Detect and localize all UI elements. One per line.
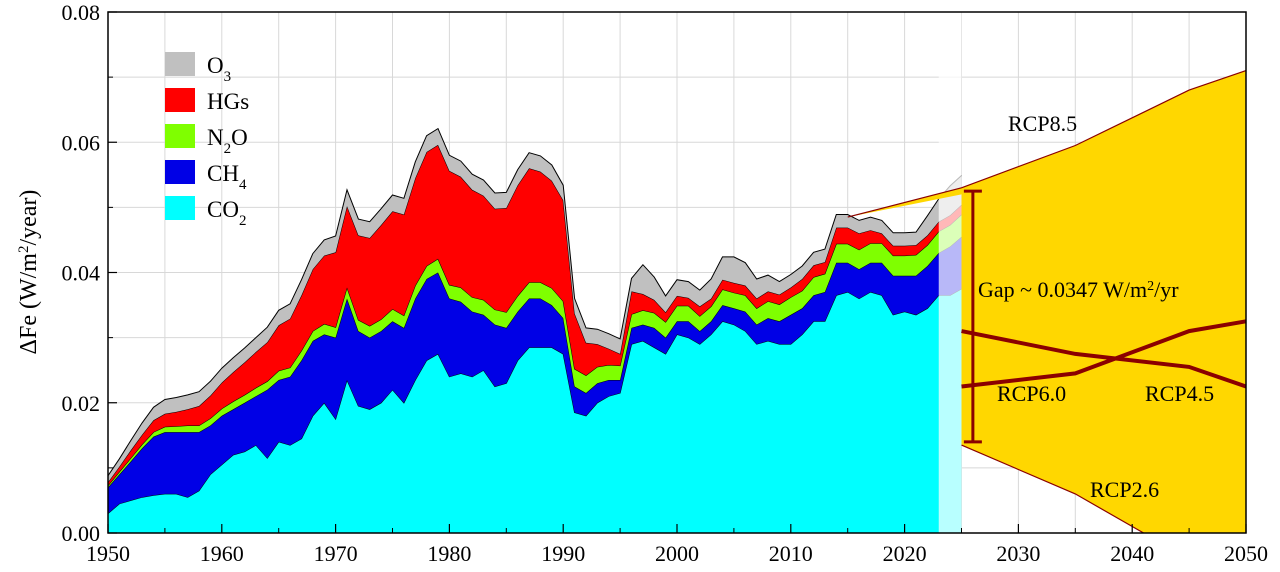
x-tick-label: 2020 [883,541,927,566]
legend-label: O3 [207,53,231,85]
x-tick-label: 2030 [996,541,1040,566]
x-tick-label: 2000 [655,541,699,566]
x-tick-label: 2040 [1110,541,1154,566]
legend-label: CO2 [207,197,246,229]
y-axis-label: ΔFe (W/m2/year) [16,190,42,355]
legend-label: CH4 [207,161,247,193]
legend-label: HGs [207,89,249,114]
x-tick-label: 2050 [1224,541,1268,566]
rcp85-label: RCP8.5 [1008,111,1077,136]
rcp-band [847,70,1246,533]
rcp26-line [961,444,1144,534]
legend-swatch [165,196,195,220]
legend-swatch [165,160,195,184]
y-axis-ticks: 0.00 0.02 0.04 0.06 0.08 [62,0,117,546]
legend-swatch [165,88,195,112]
legend: O3 HGs N2O CH4 CO2 [165,52,249,229]
rcp60-line [961,319,1247,389]
stacked-areas [107,12,962,533]
y-tick-label: 0.00 [62,521,101,546]
legend-label: N2O [207,125,248,157]
area-ch4 [108,236,962,514]
rcp60-label: RCP6.0 [997,381,1066,406]
gap-label: Gap ~ 0.0347 W/m2/yr [978,277,1179,302]
gap-indicator: Gap ~ 0.0347 W/m2/yr [963,189,1179,444]
projection-region [847,70,1247,534]
y-tick-label: 0.08 [62,0,101,25]
y-tick-label: 0.06 [62,130,101,155]
x-tick-label: 1990 [541,541,585,566]
area-co2 [108,288,962,533]
x-tick-label: 1950 [86,541,130,566]
rcp26-label: RCP2.6 [1090,477,1159,502]
area-hgs [108,144,962,486]
annotations: RCP8.5 RCP2.6 RCP6.0 RCP4.5 [997,111,1214,502]
rcp85-line [847,70,1247,218]
area-edge [107,127,962,476]
x-tick-label: 1970 [314,541,358,566]
x-axis-ticks: 1950 1960 1970 1980 1990 2000 2010 2020 2030 2040… [86,524,1268,566]
x-tick-label: 1980 [427,541,471,566]
rcp45-label: RCP4.5 [1145,381,1214,406]
legend-swatch [165,52,195,76]
legend-swatch [165,124,195,148]
x-tick-label: 1960 [200,541,244,566]
recent-years-highlight [938,12,962,533]
x-tick-label: 2010 [769,541,813,566]
rcp45-line [961,329,1247,389]
y-tick-label: 0.04 [62,261,101,286]
y-tick-label: 0.02 [62,391,101,416]
